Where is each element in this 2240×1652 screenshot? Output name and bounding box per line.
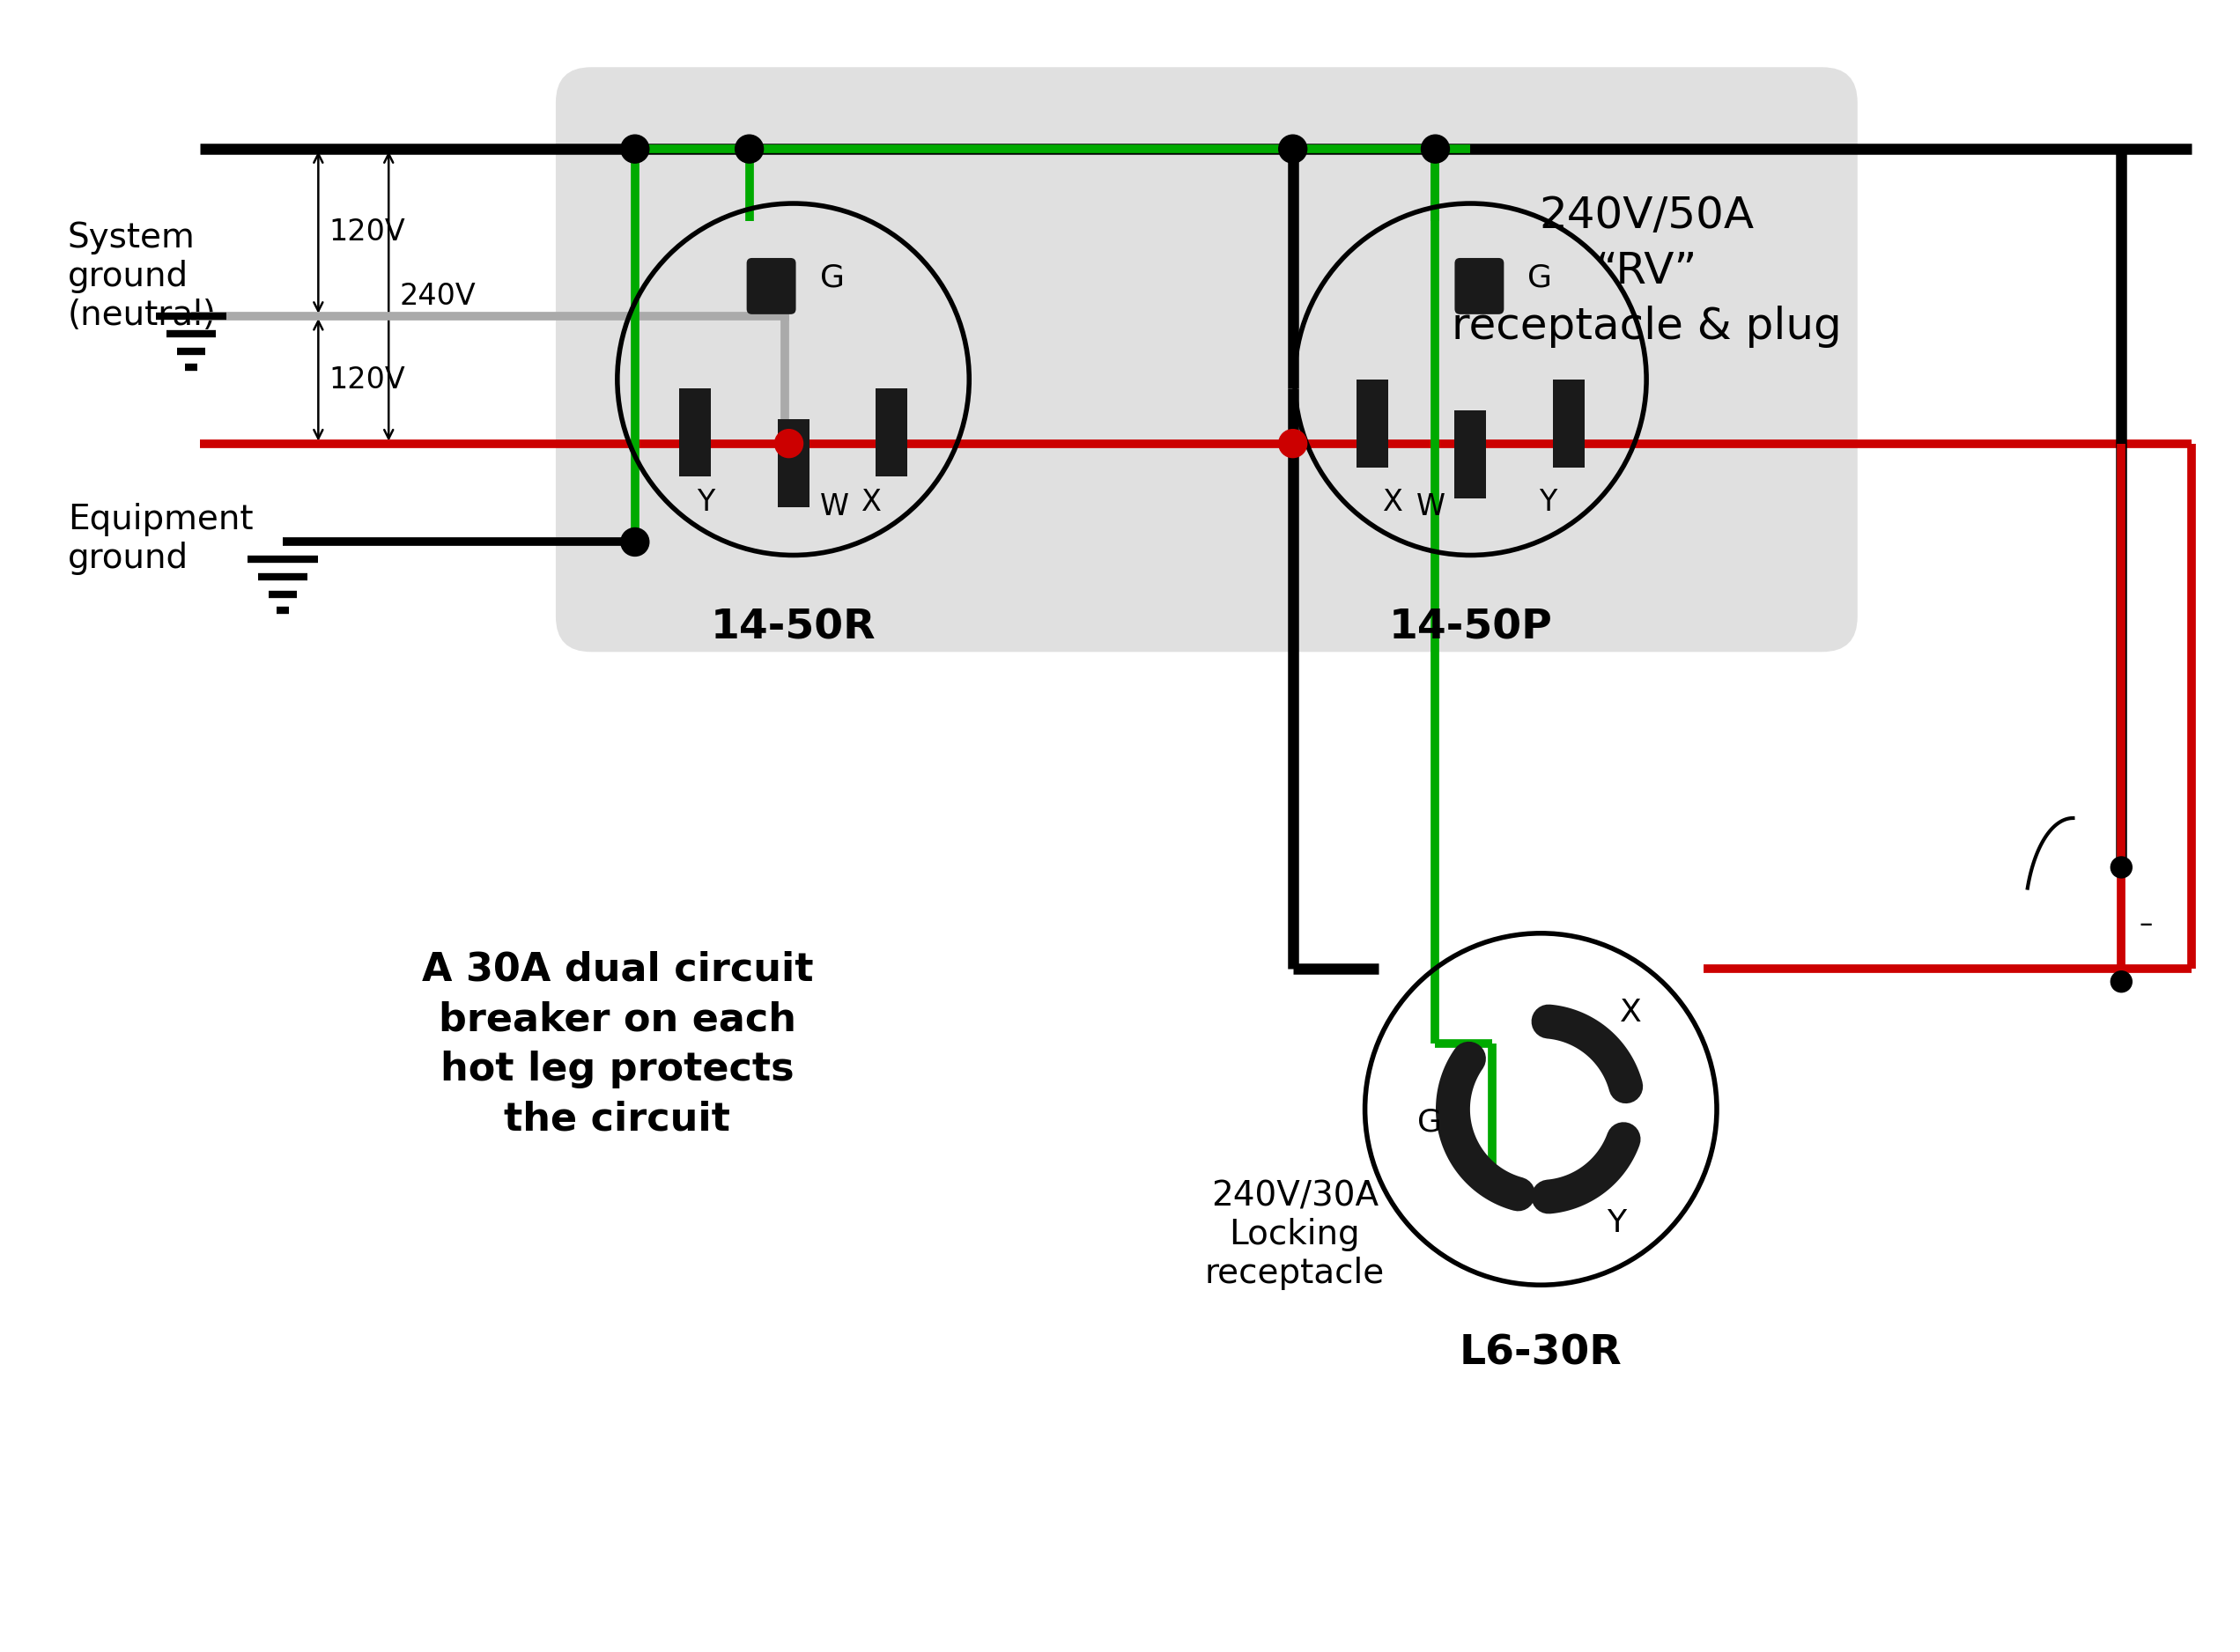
Text: L6-30R: L6-30R bbox=[1460, 1333, 1622, 1373]
Circle shape bbox=[620, 135, 650, 164]
Bar bbox=[679, 388, 710, 476]
Text: –: – bbox=[2139, 912, 2153, 937]
Circle shape bbox=[775, 430, 802, 458]
Text: G: G bbox=[820, 263, 844, 292]
Text: 120V: 120V bbox=[329, 218, 405, 248]
Text: 14-50P: 14-50P bbox=[1389, 608, 1552, 648]
Circle shape bbox=[735, 135, 764, 164]
Text: System
ground
(neutral): System ground (neutral) bbox=[67, 221, 217, 332]
Text: 14-50R: 14-50R bbox=[710, 608, 876, 648]
FancyBboxPatch shape bbox=[1454, 258, 1503, 314]
Text: G: G bbox=[1528, 263, 1552, 292]
Text: W: W bbox=[1416, 492, 1445, 522]
Circle shape bbox=[1420, 135, 1449, 164]
FancyBboxPatch shape bbox=[746, 258, 795, 314]
Text: Y: Y bbox=[1606, 1209, 1626, 1239]
Text: X: X bbox=[862, 487, 883, 517]
Text: G: G bbox=[1418, 1107, 1443, 1137]
Bar bbox=[777, 420, 809, 507]
Text: 120V: 120V bbox=[329, 365, 405, 395]
Circle shape bbox=[1279, 430, 1306, 458]
Circle shape bbox=[620, 529, 650, 557]
Bar bbox=[876, 388, 907, 476]
Text: Equipment
ground: Equipment ground bbox=[67, 502, 253, 575]
Text: A 30A dual circuit
breaker on each
hot leg protects
the circuit: A 30A dual circuit breaker on each hot l… bbox=[421, 952, 813, 1138]
Bar bbox=[1355, 380, 1389, 468]
Text: W: W bbox=[820, 492, 849, 522]
FancyBboxPatch shape bbox=[556, 68, 1857, 653]
Bar bbox=[1552, 380, 1586, 468]
Text: Y: Y bbox=[697, 487, 715, 517]
Bar bbox=[1454, 410, 1487, 497]
Circle shape bbox=[2110, 971, 2132, 993]
Text: 240V/30A
Locking
receptacle: 240V/30A Locking receptacle bbox=[1205, 1180, 1384, 1290]
Text: 240V/50A
“RV”
receptacle & plug: 240V/50A “RV” receptacle & plug bbox=[1452, 195, 1841, 349]
Circle shape bbox=[2110, 857, 2132, 877]
Text: 240V: 240V bbox=[399, 282, 475, 311]
Circle shape bbox=[1279, 135, 1306, 164]
Text: X: X bbox=[1620, 998, 1642, 1028]
Text: X: X bbox=[1382, 487, 1402, 517]
Text: Y: Y bbox=[1539, 487, 1557, 517]
